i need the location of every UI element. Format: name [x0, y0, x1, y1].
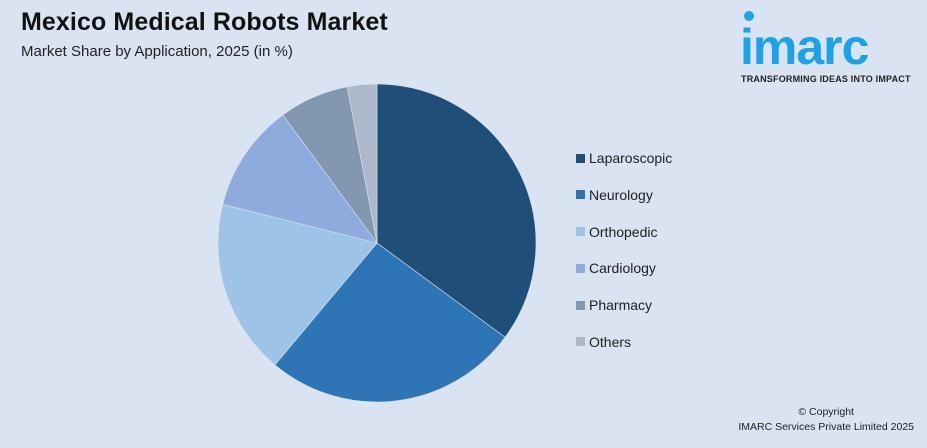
legend-label: Orthopedic: [589, 223, 658, 240]
legend-label: Pharmacy: [589, 297, 653, 314]
footer: © Copyright IMARC Services Private Limit…: [738, 405, 914, 435]
pie-slice-neurology: [274, 242, 506, 403]
legend-swatch-icon: [576, 153, 585, 163]
legend-label: Others: [589, 333, 632, 350]
pie-slice-orthopedic: [217, 204, 378, 366]
legend-item-orthopedic: Orthopedic: [576, 222, 672, 242]
logo-wordmark: imarc: [740, 19, 869, 75]
logo-tagline: TRANSFORMING IDEAS INTO IMPACT: [741, 74, 911, 84]
chart-title: Mexico Medical Robots Market: [21, 8, 388, 36]
legend-label: Neurology: [589, 186, 653, 203]
logo-dot-icon: [744, 11, 754, 21]
legend-swatch-icon: [576, 337, 585, 347]
legend-swatch-icon: [576, 227, 585, 237]
legend-item-neurology: Neurology: [576, 185, 672, 205]
legend-item-laparoscopic: Laparoscopic: [576, 148, 672, 168]
legend-label: Laparoscopic: [589, 150, 673, 166]
copyright-text: © Copyright: [798, 406, 854, 418]
chart-legend: Laparoscopic Neurology Orthopedic Cardiolog…: [576, 148, 672, 369]
legend-swatch-icon: [576, 300, 585, 310]
company-text: IMARC Services Private Limited 2025: [738, 421, 914, 433]
pie-slice-laparoscopic: [376, 83, 537, 338]
pie-slice-others: [346, 83, 378, 244]
legend-swatch-icon: [576, 263, 585, 273]
legend-item-cardiology: Cardiology: [576, 258, 672, 278]
imarc-logo: imarc TRANSFORMING IDEAS INTO IMPACT: [736, 6, 921, 86]
legend-label: Cardiology: [589, 260, 656, 277]
legend-item-others: Others: [576, 332, 672, 352]
legend-item-pharmacy: Pharmacy: [576, 295, 672, 315]
legend-swatch-icon: [576, 190, 585, 200]
pie-slice-cardiology: [222, 114, 378, 244]
chart-subtitle: Market Share by Application, 2025 (in %): [21, 43, 293, 60]
